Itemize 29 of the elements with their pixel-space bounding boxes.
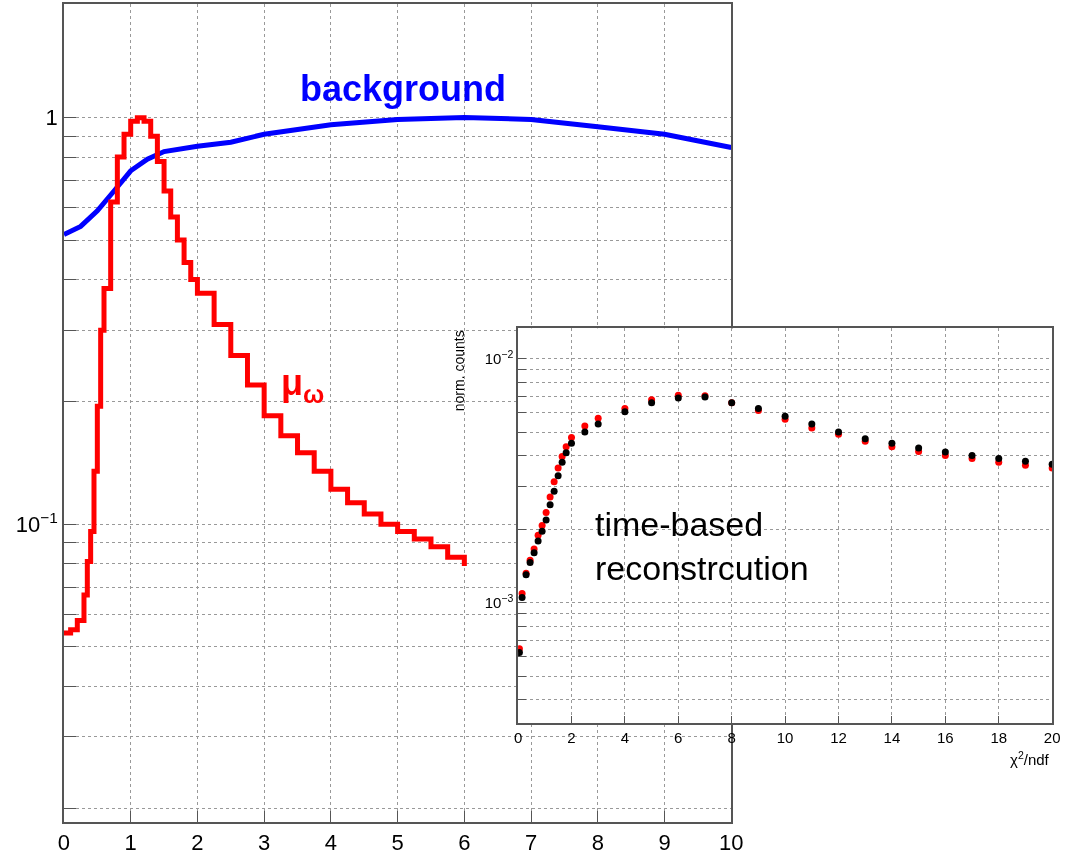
x-tick-label: 3 [258,830,271,853]
x-tick-label: 4 [324,830,338,853]
y-tick-label: 10$^{−2}$ [484,347,514,367]
x-tick-label: 6 [674,729,683,747]
x-tick-label: 7 [524,830,538,853]
x-tick-label: 2 [567,729,576,747]
y-axis-title: norm. counts [451,330,468,412]
x-tick-label: 0 [513,729,523,747]
x-tick-label: 5 [391,830,404,853]
x-tick-label: 9 [658,830,671,853]
x-tick-label: 8 [591,830,604,853]
x-tick-label: 16 [936,729,954,747]
x-tick-label: 1 [124,830,137,853]
x-tick-label: 18 [990,729,1008,747]
x-tick-label: 10 [776,729,794,747]
x-tick-label: 10 [719,830,744,853]
series-label: μ$_{ω}$ [281,362,325,408]
x-tick-label: 20 [1043,729,1061,747]
x-tick-label: 14 [883,729,901,747]
series-label: background [300,68,507,109]
y-tick-label: 10$^{−3}$ [484,591,514,611]
x-tick-label: 2 [191,830,204,853]
x-tick-label: 4 [620,729,630,747]
x-axis-title: χ$^{2}$/ndf [1010,749,1050,769]
x-tick-label: 12 [830,729,847,747]
x-tick-label: 6 [458,830,471,853]
annotation: time-based reconstrcution [595,505,809,588]
y-tick-label: 10$^{−1}$ [15,508,58,537]
x-tick-label: 0 [57,830,71,853]
